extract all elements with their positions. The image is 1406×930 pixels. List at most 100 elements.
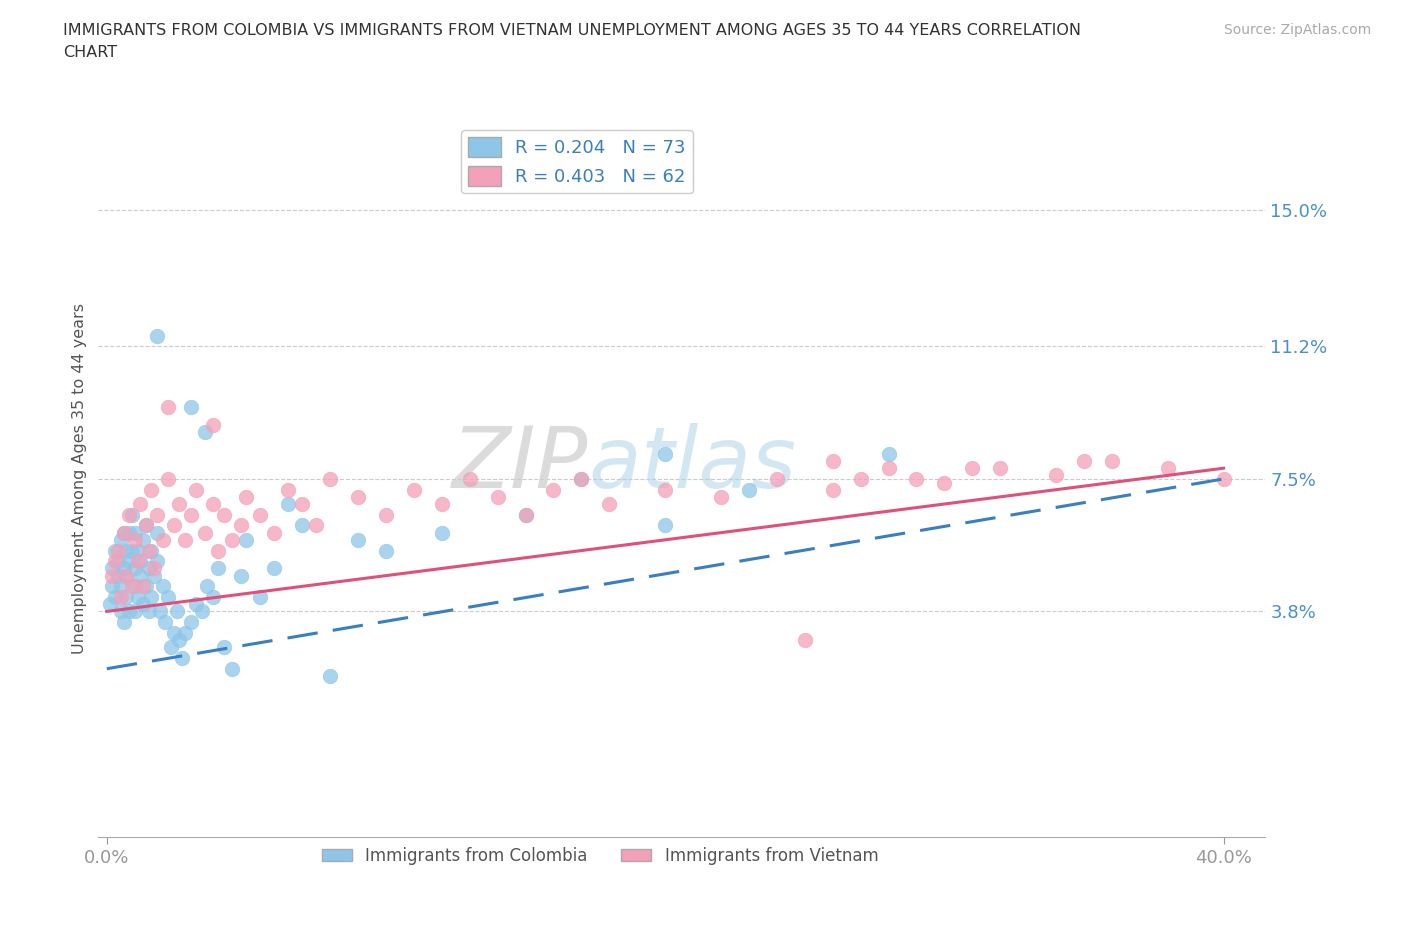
Point bbox=[110, 590, 132, 604]
Point bbox=[962, 460, 984, 475]
Point bbox=[135, 578, 157, 594]
Point bbox=[129, 568, 152, 583]
Point bbox=[515, 508, 537, 523]
Point bbox=[112, 525, 135, 540]
Point bbox=[98, 597, 121, 612]
Point bbox=[132, 578, 155, 594]
Point bbox=[115, 590, 138, 604]
Point bbox=[877, 460, 900, 475]
Point bbox=[143, 561, 166, 576]
Point bbox=[169, 632, 191, 647]
Point bbox=[152, 532, 174, 547]
Point bbox=[121, 578, 143, 594]
Point bbox=[1101, 454, 1123, 469]
Point bbox=[157, 472, 180, 486]
Point bbox=[132, 532, 155, 547]
Point bbox=[571, 472, 593, 486]
Y-axis label: Unemployment Among Ages 35 to 44 years: Unemployment Among Ages 35 to 44 years bbox=[72, 303, 87, 655]
Point bbox=[543, 483, 565, 498]
Legend: Immigrants from Colombia, Immigrants from Vietnam: Immigrants from Colombia, Immigrants fro… bbox=[315, 841, 884, 871]
Point bbox=[110, 604, 132, 618]
Point bbox=[710, 489, 733, 504]
Point bbox=[402, 483, 425, 498]
Point bbox=[654, 446, 676, 461]
Point bbox=[821, 454, 844, 469]
Point bbox=[107, 554, 129, 569]
Point bbox=[212, 640, 235, 655]
Point bbox=[127, 543, 149, 558]
Point bbox=[152, 578, 174, 594]
Point bbox=[124, 604, 146, 618]
Point bbox=[207, 543, 229, 558]
Point bbox=[107, 568, 129, 583]
Text: IMMIGRANTS FROM COLOMBIA VS IMMIGRANTS FROM VIETNAM UNEMPLOYMENT AMONG AGES 35 T: IMMIGRANTS FROM COLOMBIA VS IMMIGRANTS F… bbox=[63, 23, 1081, 38]
Point bbox=[201, 497, 224, 512]
Point bbox=[849, 472, 872, 486]
Point bbox=[347, 532, 370, 547]
Point bbox=[163, 518, 186, 533]
Point bbox=[124, 525, 146, 540]
Point bbox=[821, 483, 844, 498]
Point bbox=[235, 489, 257, 504]
Point bbox=[124, 561, 146, 576]
Point bbox=[107, 543, 129, 558]
Point bbox=[319, 472, 342, 486]
Point bbox=[157, 590, 180, 604]
Point bbox=[104, 543, 127, 558]
Point bbox=[277, 497, 299, 512]
Point bbox=[121, 543, 143, 558]
Point bbox=[124, 578, 146, 594]
Point bbox=[375, 508, 398, 523]
Point bbox=[347, 489, 370, 504]
Point bbox=[112, 615, 135, 630]
Point bbox=[195, 578, 218, 594]
Text: atlas: atlas bbox=[589, 423, 797, 506]
Point bbox=[135, 518, 157, 533]
Point bbox=[515, 508, 537, 523]
Point bbox=[263, 561, 285, 576]
Point bbox=[458, 472, 481, 486]
Point bbox=[430, 497, 453, 512]
Point bbox=[143, 568, 166, 583]
Point bbox=[180, 508, 202, 523]
Point bbox=[112, 525, 135, 540]
Point bbox=[263, 525, 285, 540]
Point bbox=[375, 543, 398, 558]
Point bbox=[118, 604, 141, 618]
Point bbox=[129, 554, 152, 569]
Point bbox=[738, 483, 761, 498]
Point bbox=[229, 518, 252, 533]
Point bbox=[654, 483, 676, 498]
Point bbox=[229, 568, 252, 583]
Point bbox=[146, 508, 169, 523]
Point bbox=[129, 497, 152, 512]
Point bbox=[249, 590, 271, 604]
Point bbox=[141, 590, 163, 604]
Point bbox=[112, 561, 135, 576]
Point bbox=[118, 554, 141, 569]
Point bbox=[305, 518, 328, 533]
Point bbox=[118, 525, 141, 540]
Point bbox=[766, 472, 789, 486]
Point bbox=[160, 640, 183, 655]
Point bbox=[163, 626, 186, 641]
Point bbox=[184, 483, 207, 498]
Point bbox=[101, 561, 124, 576]
Point bbox=[155, 615, 177, 630]
Point bbox=[207, 561, 229, 576]
Point bbox=[190, 604, 212, 618]
Point bbox=[146, 554, 169, 569]
Point bbox=[124, 532, 146, 547]
Point bbox=[180, 400, 202, 415]
Point bbox=[101, 578, 124, 594]
Point bbox=[221, 661, 243, 676]
Point bbox=[201, 418, 224, 432]
Point bbox=[1045, 468, 1067, 483]
Point bbox=[249, 508, 271, 523]
Point bbox=[793, 632, 815, 647]
Point bbox=[121, 508, 143, 523]
Point bbox=[291, 497, 314, 512]
Point bbox=[193, 525, 215, 540]
Point bbox=[110, 532, 132, 547]
Point bbox=[101, 568, 124, 583]
